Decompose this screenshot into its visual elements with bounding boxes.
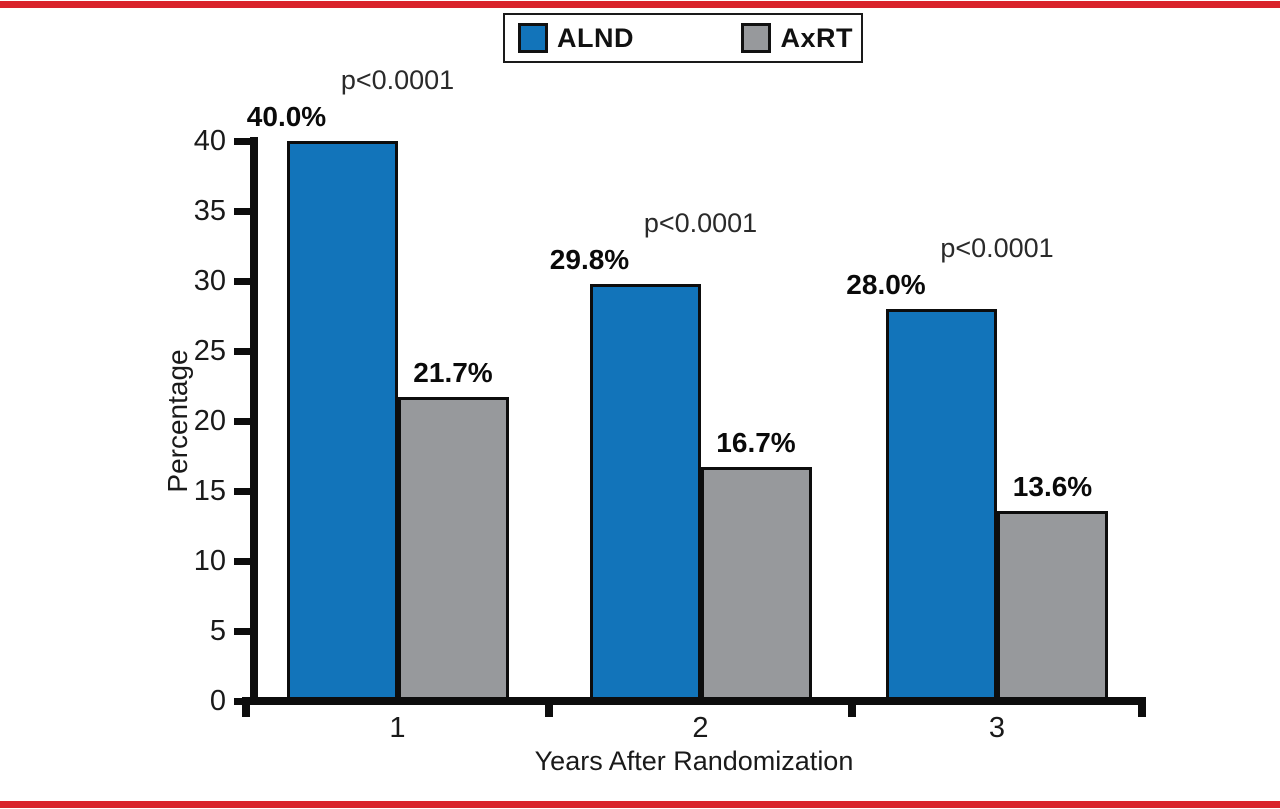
y-tick-label-20: 20 — [193, 405, 226, 437]
bar-value-alnd-year-1: 40.0% — [246, 101, 327, 132]
bar-axrt-year-1 — [397, 397, 509, 701]
y-tick-label-30: 30 — [193, 265, 226, 297]
x-tick-mark-3 — [1138, 699, 1146, 717]
bar-alnd-year-3 — [886, 309, 997, 701]
bar-axrt-year-2 — [700, 467, 812, 701]
y-tick-mark-15 — [234, 488, 254, 495]
y-tick-label-35: 35 — [193, 195, 226, 227]
y-tick-mark-30 — [234, 278, 254, 285]
legend-label-alnd: ALND — [557, 22, 634, 53]
y-tick-mark-5 — [234, 628, 254, 635]
x-tick-mark-0 — [242, 699, 250, 717]
y-tick-label-5: 5 — [209, 615, 226, 647]
top-red-rule — [0, 1, 1280, 8]
x-tick-mark-1 — [545, 699, 553, 717]
y-tick-label-10: 10 — [193, 545, 226, 577]
y-tick-mark-40 — [234, 138, 254, 145]
legend-item-axrt: AxRT — [741, 23, 853, 54]
chart-legend: ALND AxRT — [503, 13, 863, 63]
y-tick-mark-25 — [234, 348, 254, 355]
x-axis-line — [242, 697, 1146, 705]
y-tick-mark-35 — [234, 208, 254, 215]
bar-value-axrt-year-3: 13.6% — [1012, 470, 1093, 502]
alnd-color-swatch — [518, 23, 548, 53]
bottom-red-rule — [0, 801, 1280, 808]
y-tick-label-40: 40 — [193, 125, 226, 157]
p-value-year-2: p<0.0001 — [643, 207, 758, 238]
bar-value-alnd-year-3: 28.0% — [846, 269, 926, 300]
y-axis-line — [250, 137, 258, 705]
y-tick-mark-20 — [234, 418, 254, 425]
y-tick-label-15: 15 — [193, 475, 226, 507]
y-tick-label-0: 0 — [209, 685, 226, 717]
x-category-label-2: 2 — [692, 712, 709, 744]
y-tick-mark-10 — [234, 558, 254, 565]
x-tick-mark-2 — [848, 699, 856, 717]
x-category-label-1: 1 — [389, 712, 406, 744]
legend-label-axrt: AxRT — [780, 22, 853, 53]
bar-value-axrt-year-2: 16.7% — [716, 427, 796, 459]
bar-value-alnd-year-2: 29.8% — [549, 243, 630, 275]
p-value-year-3: p<0.0001 — [940, 233, 1054, 263]
p-value-year-1: p<0.0001 — [340, 65, 455, 95]
y-tick-label-25: 25 — [193, 335, 226, 367]
x-axis-title: Years After Randomization — [534, 746, 854, 776]
x-category-label-3: 3 — [988, 712, 1006, 744]
axrt-color-swatch — [741, 23, 772, 53]
bar-alnd-year-1 — [286, 141, 398, 701]
bar-axrt-year-3 — [997, 510, 1108, 701]
legend-item-alnd: ALND — [518, 23, 634, 54]
bar-value-axrt-year-1: 21.7% — [413, 357, 493, 389]
bar-alnd-year-2 — [589, 283, 701, 701]
